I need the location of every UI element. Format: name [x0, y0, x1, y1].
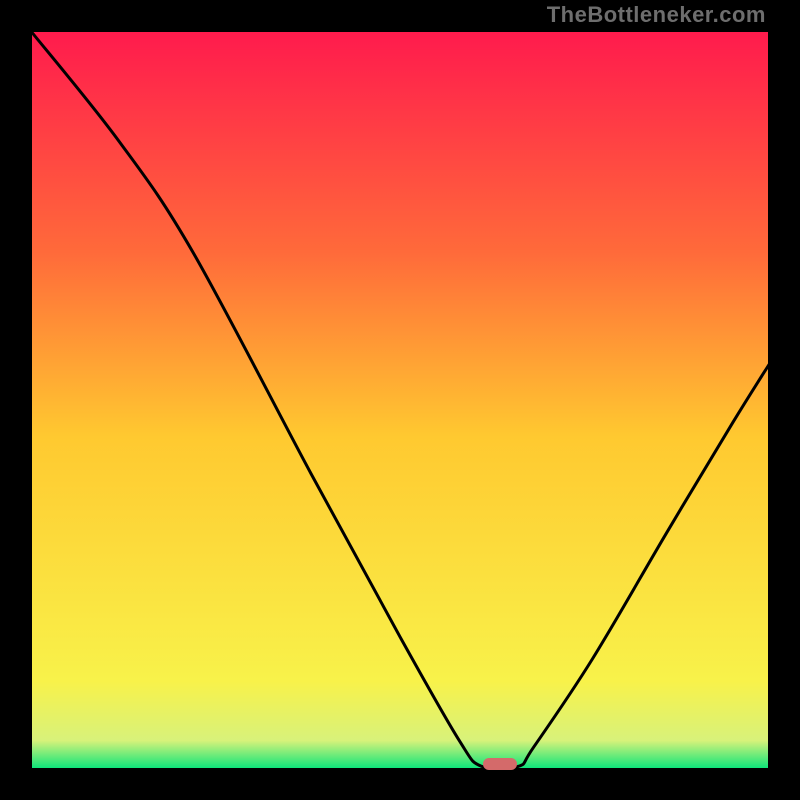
watermark-text: TheBottleneker.com	[547, 2, 766, 28]
bottleneck-curve	[0, 0, 800, 800]
chart-container: TheBottleneker.com	[0, 0, 800, 800]
optimum-marker	[483, 758, 516, 770]
